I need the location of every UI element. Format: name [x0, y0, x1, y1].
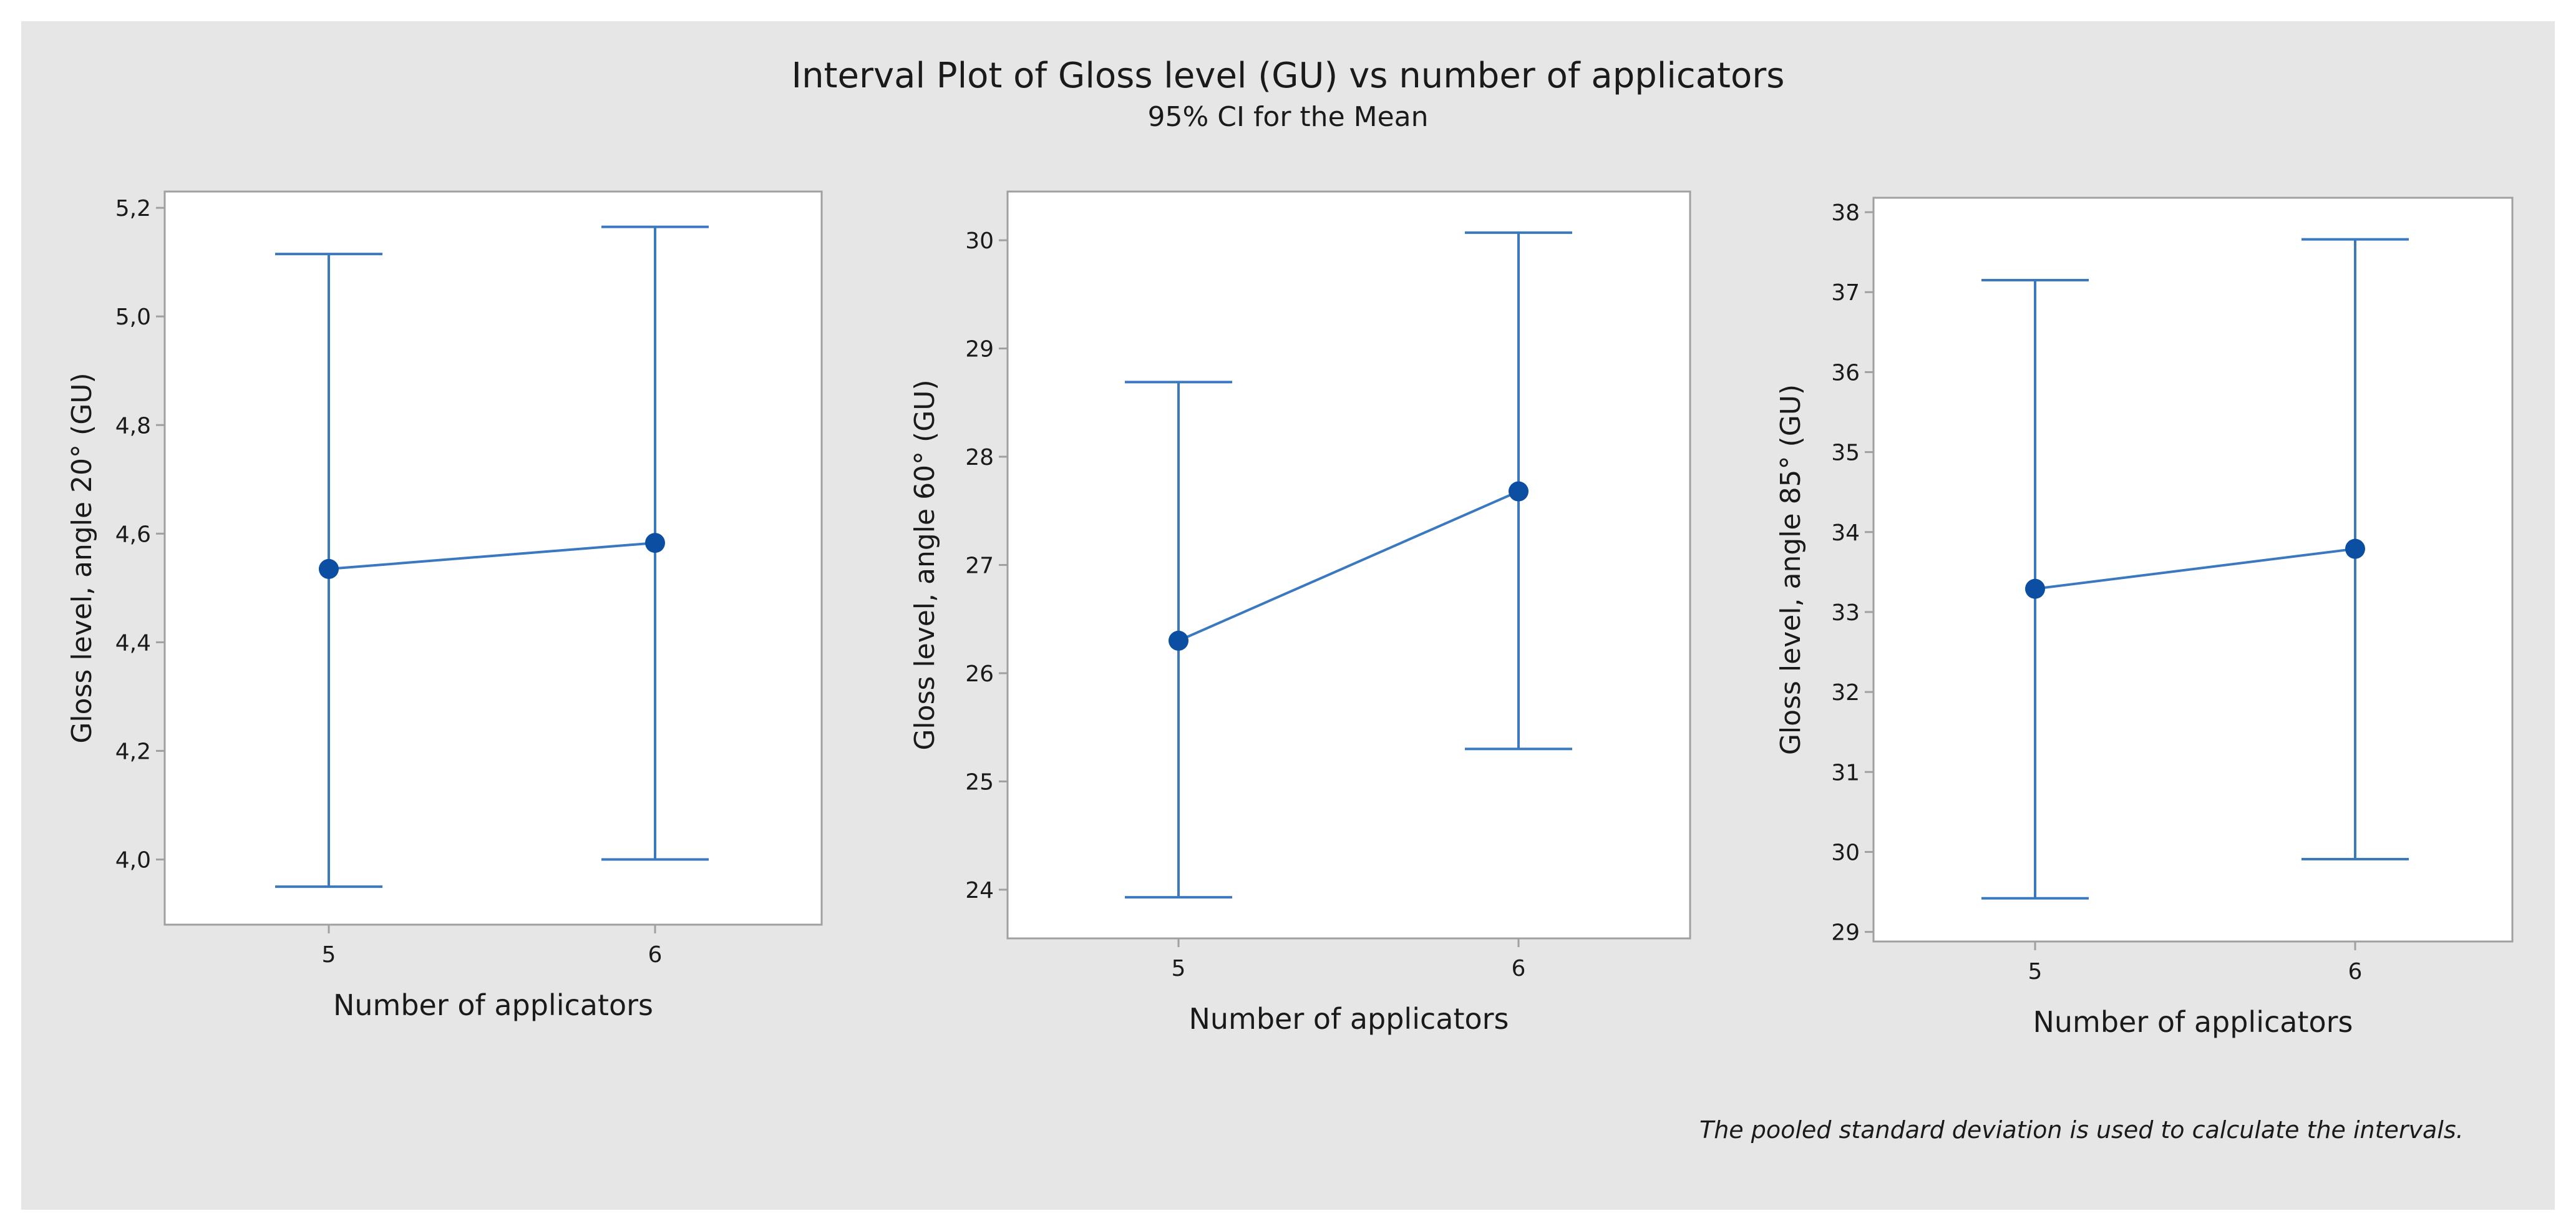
- y-tick-label: 33: [1831, 600, 1860, 626]
- chart-subtitle: 95% CI for the Mean: [1147, 101, 1429, 133]
- x-tick-label: 5: [1172, 956, 1186, 981]
- y-tick-label: 31: [1831, 760, 1860, 786]
- y-axis-label: Gloss level, angle 60° (GU): [909, 379, 941, 750]
- y-tick-label: 35: [1831, 440, 1860, 466]
- chart-title: Interval Plot of Gloss level (GU) vs num…: [791, 56, 1785, 96]
- y-tick-label: 32: [1831, 680, 1860, 706]
- title-block: Interval Plot of Gloss level (GU) vs num…: [21, 54, 2555, 136]
- y-tick-label: 24: [965, 878, 994, 903]
- y-tick-label: 30: [965, 228, 994, 254]
- y-tick-label: 37: [1831, 280, 1860, 306]
- x-axis-label: Number of applicators: [2033, 1005, 2353, 1039]
- mean-connect-line: [2034, 547, 2356, 590]
- mean-point: [319, 558, 339, 579]
- x-tick-label: 6: [2348, 959, 2363, 985]
- y-tick-label: 27: [965, 553, 994, 579]
- x-axis-label: Number of applicators: [1188, 1002, 1509, 1036]
- y-axis-label: Gloss level, angle 85° (GU): [1775, 384, 1807, 755]
- y-tick-label: 4,4: [115, 630, 151, 656]
- y-axis-label: Gloss level, angle 20° (GU): [66, 372, 98, 743]
- y-tick-label: 36: [1831, 360, 1860, 386]
- mean-connect-line: [328, 542, 656, 570]
- y-tick-label: 29: [965, 337, 994, 362]
- chart-panel-3: 29 30 31 32 33 34 35 36 37 38 5 6 Number of applicat…: [1775, 197, 2514, 1039]
- x-tick-label: 6: [1512, 956, 1526, 981]
- mean-point: [1509, 481, 1529, 502]
- footnote: The pooled standard deviation is used to…: [1699, 1116, 2464, 1144]
- y-tick-label: 26: [965, 661, 994, 687]
- x-tick-label: 6: [648, 942, 663, 968]
- y-tick-label: 25: [965, 769, 994, 795]
- y-tick-label: 4,2: [115, 739, 151, 764]
- y-tick-label: 29: [1831, 920, 1860, 946]
- mean-connect-line: [1178, 490, 1519, 642]
- y-tick-label: 4,8: [115, 413, 151, 439]
- x-tick-label: 5: [322, 942, 336, 968]
- y-tick-label: 5,2: [115, 196, 151, 221]
- chart-panel-1: 4,0 4,2 4,4 4,6 4,8 5,0 5,2 5 6 Number of applica…: [66, 190, 823, 1022]
- plot-area: [163, 190, 823, 926]
- figure: Interval Plot of Gloss level (GU) vs num…: [21, 21, 2555, 1210]
- mean-point: [2345, 538, 2365, 559]
- y-tick-label: 5,0: [115, 304, 151, 330]
- mean-point: [645, 533, 665, 553]
- y-tick-label: 28: [965, 445, 994, 470]
- y-tick-label: 30: [1831, 840, 1860, 865]
- mean-point: [2025, 578, 2045, 599]
- y-tick-label: 4,0: [115, 848, 151, 873]
- x-tick-label: 5: [2028, 959, 2043, 985]
- y-tick-label: 38: [1831, 200, 1860, 226]
- y-tick-label: 4,6: [115, 522, 151, 547]
- mean-point: [1169, 630, 1188, 651]
- y-tick-label: 34: [1831, 520, 1860, 546]
- x-axis-label: Number of applicators: [333, 988, 653, 1022]
